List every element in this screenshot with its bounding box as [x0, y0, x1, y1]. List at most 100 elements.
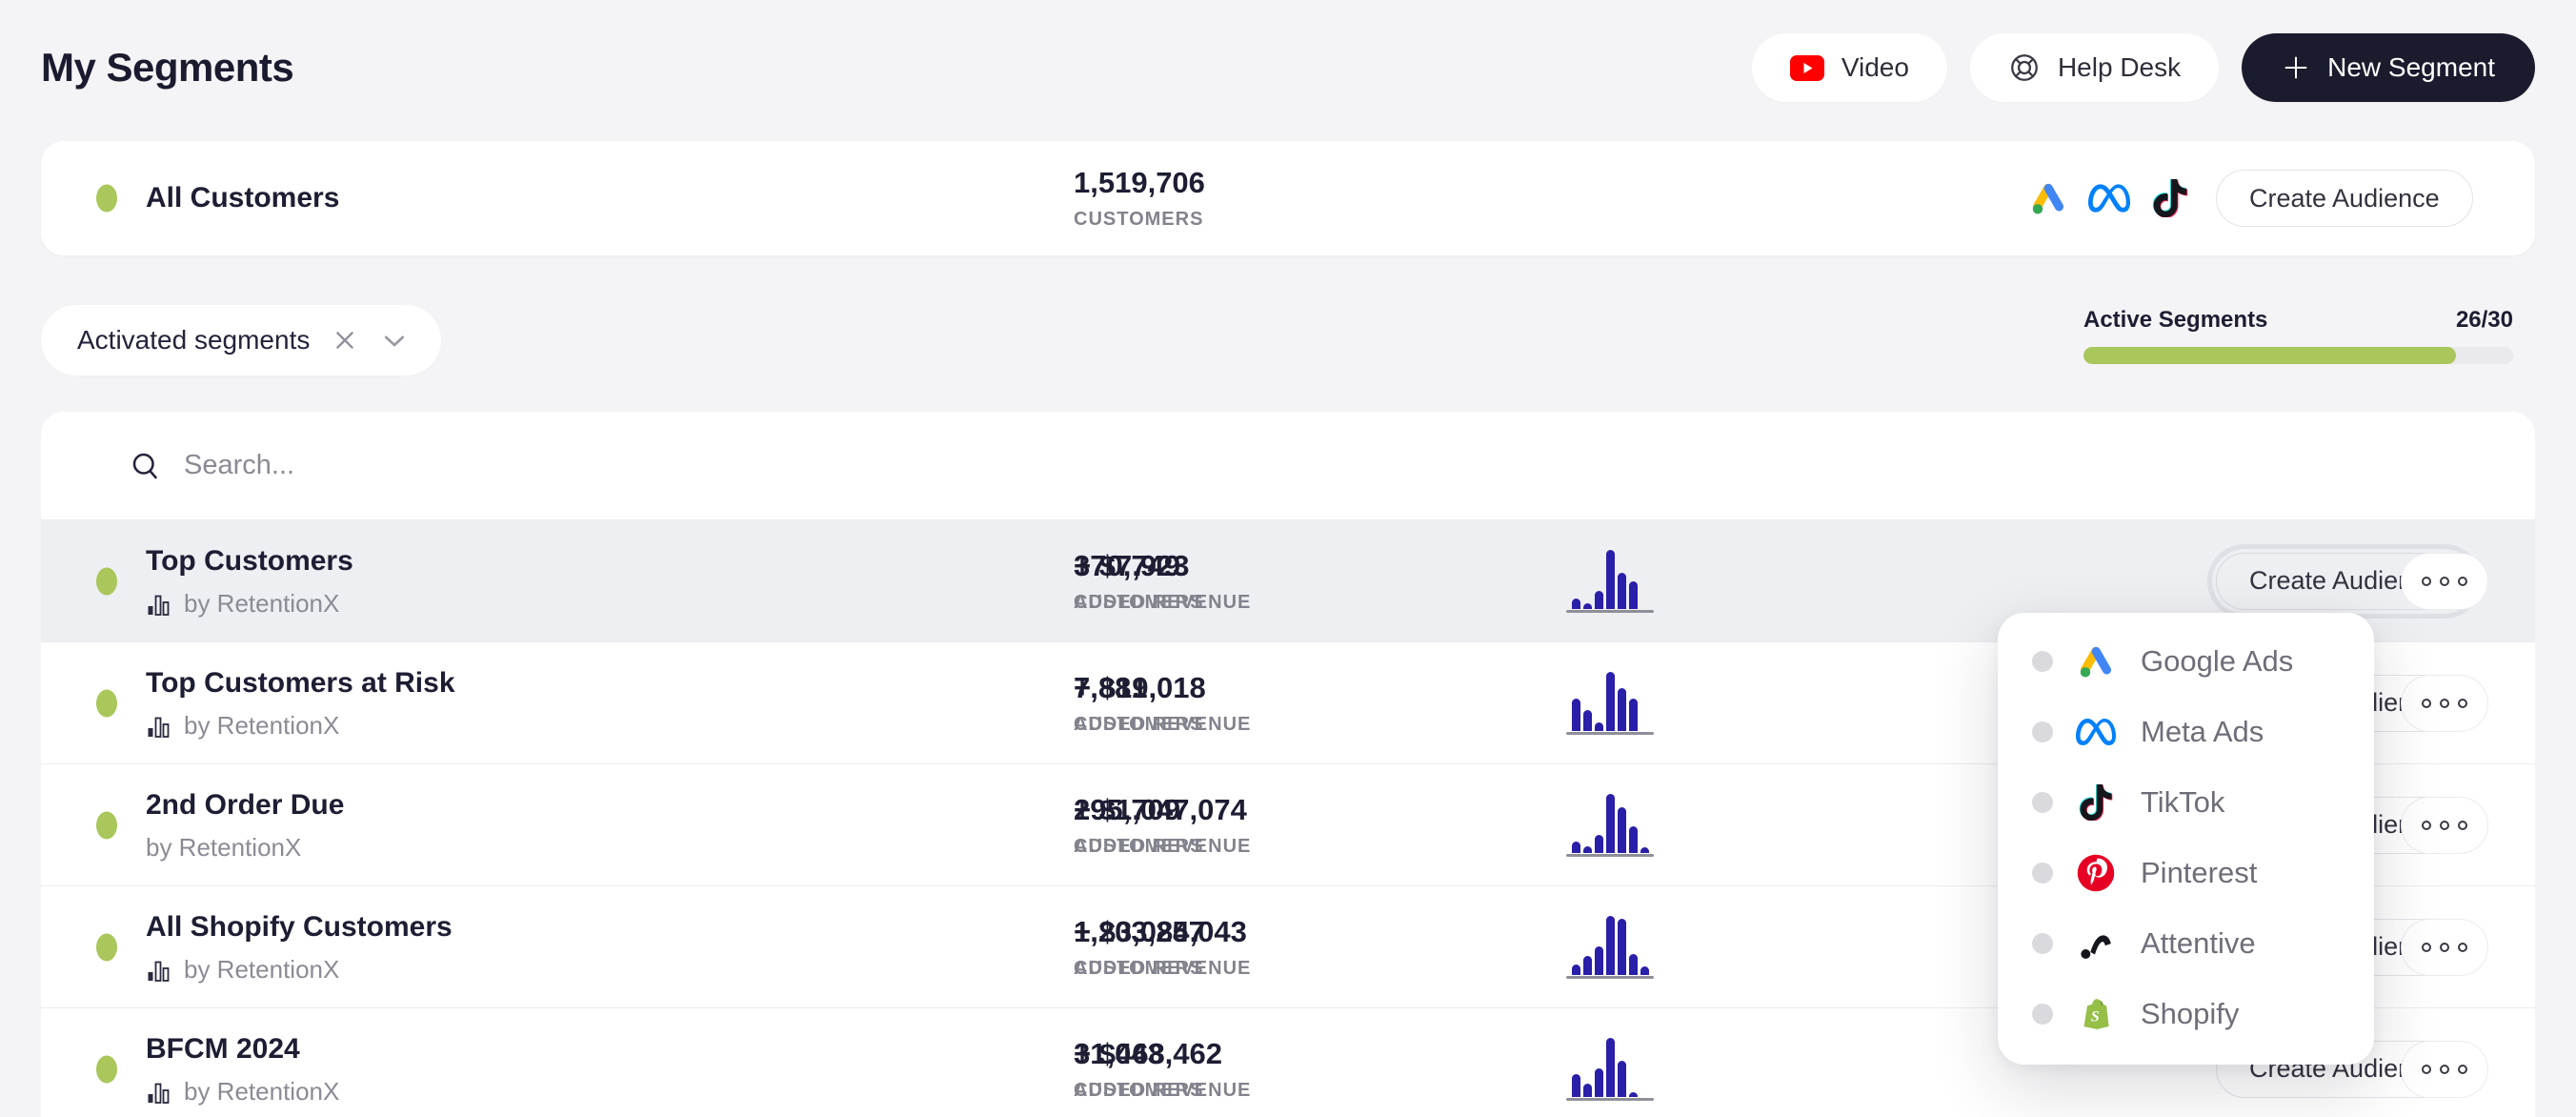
- google-ads-icon: [2076, 641, 2116, 681]
- radio-unselected[interactable]: [2032, 933, 2053, 954]
- customers-count: 1,203,257: [1074, 914, 1205, 948]
- new-segment-button[interactable]: New Segment: [2242, 33, 2535, 102]
- chevron-down-icon[interactable]: [380, 326, 409, 355]
- revenue-stat: + $19,018 ADDED REVENUE: [1074, 671, 1251, 736]
- radio-unselected[interactable]: [2032, 1004, 2053, 1025]
- segment-status-dot: [96, 811, 117, 839]
- plus-icon: [2282, 53, 2310, 82]
- connected-platform-icons: [2029, 177, 2189, 219]
- customers-count-label: CUSTOMERS: [1074, 209, 1204, 230]
- segment-name: All Customers: [146, 182, 340, 213]
- more-options-button[interactable]: [2401, 1040, 2488, 1098]
- segment-byline-text: by RetentionX: [184, 589, 340, 618]
- segment-byline-text: by RetentionX: [146, 833, 302, 862]
- google-ads-icon: [2029, 179, 2067, 217]
- all-customers-card[interactable]: All Customers 1,519,706 CUSTOMERS: [41, 141, 2535, 255]
- menu-item-meta-ads[interactable]: Meta Ads: [1998, 697, 2374, 767]
- added-revenue-label: ADDED REVENUE: [1074, 713, 1252, 735]
- menu-item-attentive[interactable]: Attentive: [1998, 908, 2374, 979]
- ellipsis-icon: [2422, 698, 2431, 708]
- customers-count: 31,043: [1074, 1036, 1164, 1070]
- radio-unselected[interactable]: [2032, 721, 2053, 742]
- more-options-button[interactable]: [2401, 796, 2488, 854]
- segment-byline-text: by RetentionX: [184, 711, 340, 740]
- header-actions: Video Help Desk New Segment: [1751, 33, 2535, 102]
- segment-status-dot: [96, 567, 117, 595]
- menu-item-tiktok[interactable]: TikTok: [1998, 767, 2374, 838]
- ellipsis-icon: [2422, 576, 2431, 586]
- segment-name: 2nd Order Due: [146, 789, 345, 821]
- customers-stat: 370,749 CUSTOMERS: [1074, 549, 1203, 614]
- customers-count-label: CUSTOMERS: [1074, 957, 1204, 979]
- menu-item-shopify[interactable]: S Shopify: [1998, 979, 2374, 1049]
- page-title: My Segments: [41, 45, 294, 90]
- sparkline-baseline: [1566, 732, 1654, 735]
- active-segments-quota: Active Segments 26/30: [2083, 307, 2513, 364]
- customers-count: 295,709: [1074, 792, 1181, 826]
- menu-item-label: Attentive: [2141, 926, 2256, 960]
- segment-status-dot: [96, 933, 117, 961]
- menu-item-google-ads[interactable]: Google Ads: [1998, 626, 2374, 697]
- lifebuoy-icon: [2008, 51, 2041, 84]
- revenue-sparkline: [1572, 1038, 1638, 1097]
- menu-item-label: TikTok: [2141, 785, 2225, 819]
- meta-ads-icon: [2076, 712, 2116, 752]
- revenue-sparkline: [1572, 550, 1638, 609]
- search-icon: [129, 449, 163, 483]
- added-revenue-value: + $19,018: [1074, 670, 1206, 704]
- quota-progress-fill: [2083, 347, 2457, 364]
- radio-unselected[interactable]: [2032, 863, 2053, 883]
- customers-stat: 1,203,257 CUSTOMERS: [1074, 915, 1205, 980]
- filter-chip-label: Activated segments: [77, 325, 311, 355]
- menu-item-pinterest[interactable]: Pinterest: [1998, 838, 2374, 908]
- segment-byline: by RetentionX: [146, 833, 301, 863]
- activated-segments-filter-chip[interactable]: Activated segments: [41, 305, 442, 376]
- search-input[interactable]: [184, 412, 1327, 519]
- segment-name: Top Customers: [146, 545, 353, 577]
- create-audience-label: Create Audience: [2249, 183, 2440, 213]
- revenue-sparkline: [1572, 916, 1649, 975]
- quota-progress-track: [2083, 347, 2513, 364]
- menu-item-label: Meta Ads: [2141, 715, 2264, 748]
- sparkline-baseline: [1566, 976, 1654, 979]
- svg-text:S: S: [2091, 1008, 2100, 1025]
- segment-status-dot: [96, 1055, 117, 1083]
- revenue-stat: + $1,047,074 ADDED REVENUE: [1074, 793, 1251, 858]
- customers-count: 7,881: [1074, 670, 1148, 704]
- segment-byline: by RetentionX: [146, 589, 339, 619]
- tiktok-icon: [2151, 179, 2189, 217]
- customers-count-label: CUSTOMERS: [1074, 835, 1204, 857]
- customers-stat: 1,519,706 CUSTOMERS: [1074, 166, 1205, 231]
- radio-unselected[interactable]: [2032, 792, 2053, 813]
- create-audience-platform-menu: Google Ads Meta Ads TikTok: [1998, 613, 2374, 1065]
- added-revenue-value: + $3,084,043: [1074, 914, 1247, 948]
- bar-chart-icon: [146, 958, 171, 983]
- sparkline-baseline: [1566, 1098, 1654, 1101]
- youtube-icon: [1789, 54, 1824, 81]
- help-desk-button-label: Help Desk: [2057, 52, 2182, 82]
- sparkline-baseline: [1566, 854, 1654, 857]
- revenue-stat: + $468,462 ADDED REVENUE: [1074, 1037, 1251, 1102]
- sparkline-baseline: [1566, 610, 1654, 613]
- added-revenue-value: + $1,047,074: [1074, 792, 1247, 826]
- create-audience-button[interactable]: Create Audience: [2216, 170, 2473, 227]
- radio-unselected[interactable]: [2032, 651, 2053, 672]
- more-options-button[interactable]: [2401, 674, 2488, 732]
- attentive-icon: [2076, 924, 2116, 964]
- quota-label: Active Segments: [2083, 307, 2268, 333]
- help-desk-button[interactable]: Help Desk: [1969, 33, 2220, 102]
- added-revenue-label: ADDED REVENUE: [1074, 957, 1252, 979]
- customers-stat: 31,043 CUSTOMERS: [1074, 1037, 1203, 1102]
- menu-item-label: Pinterest: [2141, 856, 2258, 889]
- more-options-button[interactable]: [2401, 552, 2488, 610]
- more-options-button[interactable]: [2401, 918, 2488, 976]
- bar-chart-icon: [146, 1080, 171, 1105]
- close-icon[interactable]: [332, 328, 357, 353]
- tiktok-icon: [2076, 782, 2116, 823]
- page-header: My Segments Video Help Desk: [41, 32, 2535, 103]
- revenue-stat: + $7,923 ADDED REVENUE: [1074, 549, 1251, 614]
- added-revenue-label: ADDED REVENUE: [1074, 591, 1252, 613]
- video-button[interactable]: Video: [1751, 33, 1947, 102]
- revenue-stat: + $3,084,043 ADDED REVENUE: [1074, 915, 1251, 980]
